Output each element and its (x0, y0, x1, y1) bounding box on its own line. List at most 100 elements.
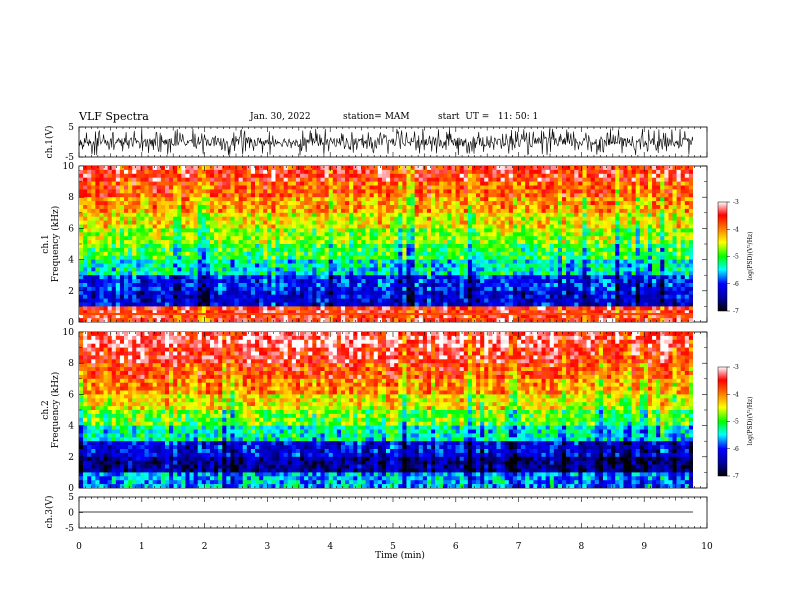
spectrogram-cell (205, 189, 211, 194)
spectrogram-cell (124, 216, 129, 221)
spectrogram-cell (365, 212, 370, 217)
spectrogram-cell (484, 290, 489, 295)
spectrogram-cell (578, 224, 583, 229)
spectrogram-cell (488, 181, 493, 186)
spectrogram-cell (525, 193, 530, 198)
spectrogram-cell (218, 212, 223, 217)
spectrogram-cell (148, 216, 153, 221)
spectrogram-cell (287, 267, 293, 272)
spectrogram-cell (390, 263, 395, 268)
spectrogram-cell (218, 201, 223, 206)
spectrogram-cell (263, 244, 268, 249)
spectrogram-cell (488, 286, 493, 292)
spectrogram-cell (193, 244, 198, 249)
spectrogram-cell (365, 205, 370, 210)
spectrogram-cell (201, 255, 207, 260)
spectrogram-cell (381, 232, 387, 237)
spectrogram-cell (357, 286, 362, 292)
spectrogram-cell (443, 166, 448, 171)
spectrogram-cell (586, 185, 591, 190)
spectrogram-cell (291, 271, 297, 276)
spectrogram-cell (353, 255, 358, 260)
spectrogram-cell (91, 193, 96, 198)
spectrogram-cell (234, 318, 239, 322)
spectrogram-cell (87, 240, 92, 245)
spectrogram-cell (107, 236, 113, 241)
spectrogram-cell (488, 314, 493, 319)
spectrogram-cell (328, 216, 334, 221)
spectrogram-cell (173, 181, 178, 186)
spectrogram-cell (463, 263, 469, 268)
spectrogram-cell (255, 208, 260, 214)
spectrogram-cell (566, 267, 571, 272)
spectrogram-cell (324, 216, 329, 221)
spectrogram-cell (455, 286, 460, 292)
spectrogram-cell (140, 236, 145, 241)
spectrogram-cell (525, 251, 530, 256)
spectrogram-cell (283, 275, 289, 280)
spectrogram-cell (488, 193, 493, 198)
spectrogram-cell (156, 251, 162, 256)
spectrogram-cell (480, 318, 485, 322)
spectrogram-cell (173, 224, 178, 229)
spectrogram-cell (512, 224, 518, 229)
spectrogram-cell (586, 236, 591, 241)
spectrogram-cell (152, 275, 158, 280)
spectrogram-cell (369, 279, 375, 284)
spectrogram-cell (549, 166, 555, 171)
spectrogram-cell (476, 173, 481, 178)
spectrogram-cell (250, 294, 256, 299)
spectrogram-cell (136, 279, 141, 284)
spectrogram-cell (238, 197, 244, 202)
spectrogram-cell (177, 275, 182, 280)
spectrogram-cell (95, 283, 100, 288)
spectrogram-cell (128, 275, 133, 280)
spectrogram-cell (320, 283, 325, 288)
spectrogram-cell (504, 244, 510, 249)
spectrogram-cell (214, 185, 219, 190)
spectrogram-cell (271, 216, 276, 221)
spectrogram-cell (447, 314, 452, 319)
spectrogram-cell (271, 263, 276, 268)
spectrogram-cell (169, 240, 174, 245)
spectrogram-cell (189, 212, 194, 217)
spectrogram-cell (578, 181, 583, 186)
spectrogram-cell (148, 310, 153, 315)
spectrogram-cell (541, 236, 546, 241)
spectrogram-cell (557, 275, 563, 280)
spectrogram-cell (480, 286, 485, 292)
spectrogram-cell (545, 318, 551, 322)
spectrogram-cell (95, 224, 100, 229)
spectrogram-cell (91, 228, 96, 233)
spectrogram-cell (107, 318, 113, 322)
spectrogram-cell (279, 279, 284, 284)
spectrogram-cell (79, 244, 84, 249)
spectrogram-cell (529, 302, 534, 307)
spectrogram-cell (332, 286, 338, 292)
spectrogram-cell (574, 216, 579, 221)
spectrogram-cell (320, 220, 325, 225)
spectrogram-cell (381, 251, 387, 256)
spectrogram-cell (308, 302, 313, 307)
spectrogram-cell (328, 220, 334, 225)
spectrogram-cell (115, 318, 121, 322)
spectrogram-cell (418, 185, 424, 190)
spectrogram-cell (549, 173, 555, 178)
spectrogram-cell (304, 283, 309, 288)
spectrogram-cell (426, 216, 432, 221)
spectrogram-cell (132, 259, 137, 264)
spectrogram-cell (492, 197, 497, 202)
spectrogram-cell (504, 267, 510, 272)
spectrogram-cell (111, 240, 117, 245)
spectrogram-cell (197, 314, 203, 319)
spectrogram-cell (435, 318, 440, 322)
spectrogram-cell (255, 232, 260, 237)
spectrogram-cell (222, 279, 227, 284)
spectrogram-cell (304, 318, 309, 322)
spectrogram-cell (214, 208, 219, 214)
spectrogram-cell (496, 306, 501, 311)
spectrogram-cell (336, 228, 342, 233)
spectrogram-cell (316, 212, 321, 217)
spectrogram-cell (304, 251, 309, 256)
spectrogram-cell (283, 286, 289, 292)
